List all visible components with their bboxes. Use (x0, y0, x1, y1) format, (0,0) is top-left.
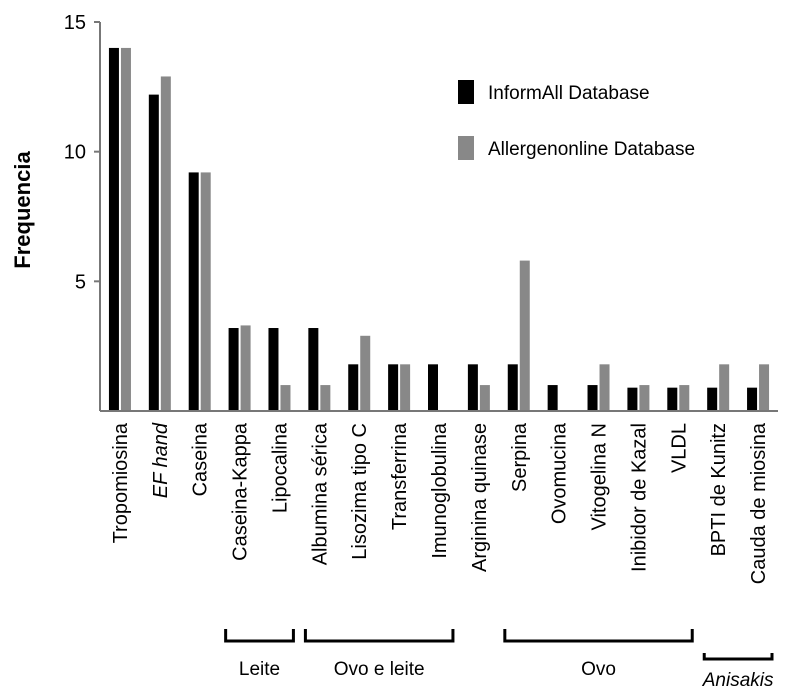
bar-informall (308, 328, 319, 411)
bar-informall (148, 94, 159, 411)
category-groups: Leite Ovo e leite Ovo Anisakis (224, 629, 774, 691)
x-tick-label: VLDL (668, 423, 690, 473)
group-label: Ovo e leite (334, 659, 425, 680)
bar-allergenonline (240, 325, 251, 411)
x-tick-label: Caseina-Kappa (230, 422, 252, 561)
x-tick-label: Lisozima tipo C (349, 423, 371, 560)
x-tick-label: Tropomiosina (110, 422, 132, 543)
group-bracket (503, 629, 694, 643)
bar-informall (108, 47, 119, 411)
group-label: Ovo (581, 659, 616, 680)
x-tick-label: Lipocalina (269, 422, 291, 513)
bar-informall (388, 364, 399, 411)
bar-informall (428, 364, 438, 411)
y-tick-label: 15 (64, 12, 86, 34)
bar-informall (228, 328, 239, 411)
x-tick-labels: Tropomiosina EF hand Caseina Caseina-Kappa L… (110, 422, 770, 584)
x-tick-label: Ovomucina (549, 422, 571, 524)
bar-allergenonline (479, 385, 490, 411)
bar-informall (667, 387, 678, 411)
group-label: Anisakis (702, 670, 774, 691)
y-tick-label: 10 (64, 142, 86, 164)
bar-informall (348, 364, 359, 411)
y-tick-label: 5 (75, 271, 86, 293)
x-tick-label: Imunoglobulina (429, 422, 451, 559)
x-tick-label: EF hand (150, 422, 172, 498)
x-tick-label: Albumina sérica (309, 422, 331, 565)
bar-allergenonline (160, 76, 171, 412)
group-bracket (702, 653, 774, 661)
legend: InformAll Database Allergenonline Databas… (458, 80, 695, 160)
x-tick-label: Vitogelina N (589, 423, 611, 530)
bar-informall (268, 328, 279, 411)
legend-swatch (458, 136, 474, 160)
legend-label: InformAll Database (488, 83, 650, 104)
bar-allergenonline (360, 335, 371, 411)
bar-allergenonline (679, 385, 690, 411)
bar-allergenonline (280, 385, 291, 411)
bar-allergenonline (639, 385, 650, 411)
legend-label: Allergenonline Database (488, 139, 695, 160)
x-tick-label: Arginina quinase (469, 423, 491, 572)
bar-informall (467, 364, 478, 411)
group-bracket (303, 629, 455, 643)
bar-allergenonline (759, 364, 770, 411)
bar-informall (707, 387, 718, 411)
bar-allergenonline (320, 385, 331, 411)
y-axis-title: Frequencia (10, 151, 35, 269)
x-tick-label: Cauda de miosina (748, 422, 770, 584)
bar-informall (747, 387, 758, 411)
x-tick-label: Inibidor de Kazal (628, 423, 650, 572)
bars-layer (108, 47, 770, 412)
group-label: Leite (239, 659, 280, 680)
bar-informall (547, 385, 558, 411)
bar-allergenonline (599, 364, 610, 411)
x-tick-label: BPTI de Kunitz (708, 423, 730, 556)
group-bracket (224, 629, 295, 643)
x-tick-label: Caseina (190, 422, 212, 496)
x-tick-label: Serpina (509, 422, 531, 492)
bar-informall (587, 385, 598, 411)
y-ticks: 5 10 15 (64, 12, 100, 293)
bar-allergenonline (519, 260, 530, 411)
bar-allergenonline (400, 364, 411, 411)
bar-allergenonline (719, 364, 730, 411)
bar-informall (627, 387, 638, 411)
bar-informall (188, 172, 199, 411)
bar-allergenonline (200, 172, 211, 411)
x-tick-label: Transferrina (389, 422, 411, 530)
bar-informall (507, 364, 518, 411)
bar-allergenonline (120, 47, 131, 411)
legend-swatch (458, 80, 474, 104)
